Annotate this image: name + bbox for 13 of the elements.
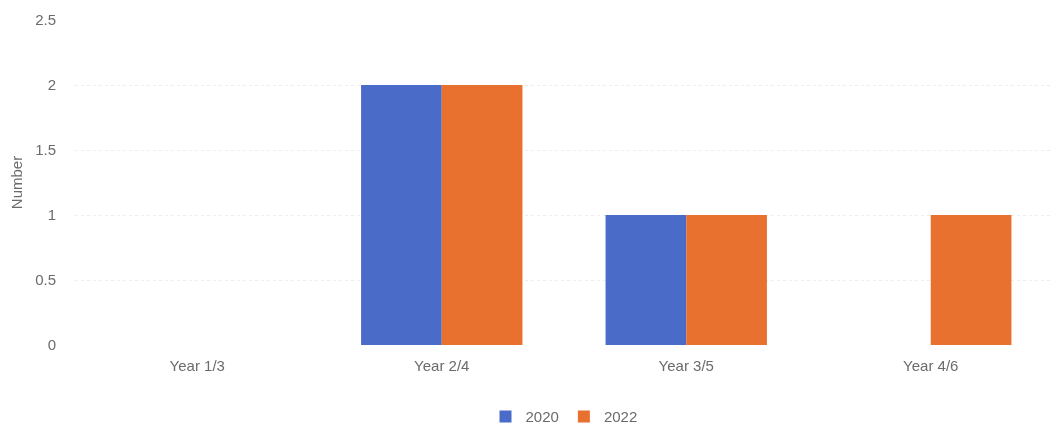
y-tick-label: 0 [47,336,56,354]
x-tick-label: Year 3/5 [658,357,714,374]
x-tick-label: Year 4/6 [903,357,959,374]
x-tick-label: Year 2/4 [414,357,470,374]
y-tick-label: 1 [47,206,56,224]
y-tick-label: 1.5 [35,141,56,159]
x-tick-label: Year 1/3 [169,357,225,374]
y-tick-label: 2.5 [35,11,56,29]
y-axis-title: Number [8,155,26,210]
legend-label: 2022 [603,408,638,426]
legend-label: 2020 [525,408,559,426]
y-tick-label: 2 [47,76,56,94]
y-tick-label: 0.5 [35,271,56,289]
